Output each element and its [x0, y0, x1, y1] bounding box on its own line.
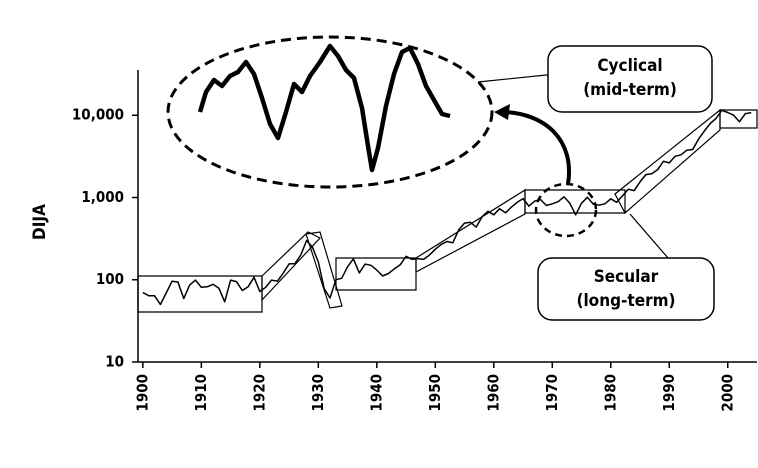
x-tick-label: 1960 [484, 374, 502, 412]
annotation: (mid-term) [583, 80, 677, 100]
channel-box [305, 231, 343, 309]
inset-ellipse [166, 35, 494, 189]
callout-box [547, 45, 713, 113]
x-tick-label: 1980 [601, 374, 619, 412]
channel-box [415, 188, 526, 273]
inset-line [197, 43, 451, 173]
channel-box [524, 189, 626, 214]
callout-box [537, 257, 715, 321]
x-tick-label: 1990 [660, 374, 678, 412]
channel-box [335, 257, 417, 291]
x-tick-label: 1900 [133, 374, 151, 412]
channel-box [614, 108, 721, 214]
y-tick-label: 100 [96, 270, 124, 288]
channels [137, 108, 758, 313]
annotation: Cyclical [597, 56, 662, 76]
channel-box [261, 231, 321, 302]
annotation: Secular [594, 267, 659, 287]
zoom-arrow [499, 110, 571, 185]
annotation: (long-term) [576, 291, 675, 311]
y-tick-label: 10 [105, 353, 124, 371]
x-tick-label: 1920 [250, 374, 268, 412]
callout-pointer [477, 73, 557, 83]
y-axis-label: DIJA [30, 204, 50, 240]
y-tick-label: 10,000 [72, 106, 124, 124]
channel-box [137, 275, 263, 313]
x-tick-label: 1970 [543, 374, 561, 412]
x-tick-label: 2000 [718, 374, 736, 412]
x-tick-label: 1940 [367, 374, 385, 412]
zoom-circle [534, 182, 598, 238]
data-line [142, 109, 752, 306]
x-tick-label: 1910 [192, 374, 210, 412]
x-tick-label: 1930 [309, 374, 327, 412]
y-tick-label: 1,000 [81, 188, 124, 206]
channel-box [719, 109, 758, 129]
arrow-head [494, 104, 510, 120]
callout-pointer [629, 213, 669, 259]
x-tick-label: 1950 [426, 374, 444, 412]
